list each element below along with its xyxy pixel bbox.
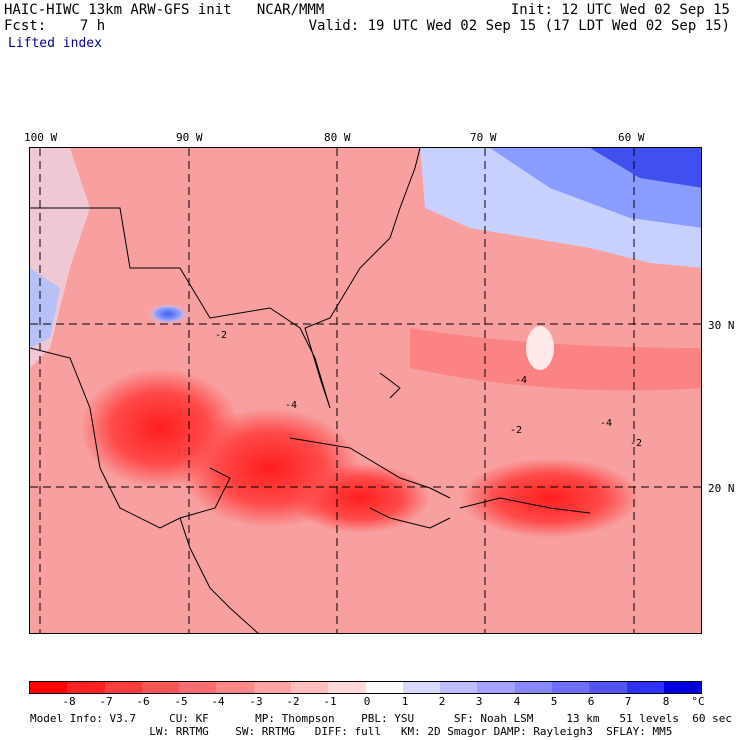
model-info-line-2: LW: RRTMG SW: RRTMG DIFF: full KM: 2D Sm… bbox=[30, 725, 673, 738]
variable-name: Lifted index bbox=[8, 36, 102, 51]
lat-label: 20 N bbox=[708, 482, 735, 495]
init-time: Init: 12 UTC Wed 02 Sep 15 bbox=[510, 2, 730, 18]
colorbar-swatch bbox=[67, 682, 105, 693]
contour-label: -4 bbox=[285, 400, 297, 411]
colorbar-swatch bbox=[402, 682, 441, 693]
colorbar-swatch bbox=[179, 682, 217, 693]
lifted-index-map: -2 -4 -2 -4 -2 -4 bbox=[29, 147, 702, 634]
colorbar-swatch bbox=[253, 682, 291, 693]
colorbar-swatch bbox=[290, 682, 329, 693]
colorbar-swatch bbox=[104, 682, 142, 693]
colorbar-label: -5 bbox=[174, 695, 188, 708]
colorbar-swatch bbox=[589, 682, 627, 693]
colorbar-label: -3 bbox=[249, 695, 263, 708]
contour-label: -2 bbox=[215, 330, 227, 341]
colorbar-swatch bbox=[440, 682, 478, 693]
model-info-line-1: Model Info: V3.7 CU: KF MP: Thompson PBL… bbox=[30, 712, 732, 725]
colorbar-swatch bbox=[141, 682, 180, 693]
colorbar-swatch bbox=[216, 682, 254, 693]
lat-label: 30 N bbox=[708, 319, 735, 332]
colorbar-label: -2 bbox=[286, 695, 300, 708]
colorbar-label: 8 bbox=[662, 695, 670, 708]
lon-label: 90 W bbox=[176, 131, 203, 144]
colorbar bbox=[29, 681, 702, 694]
map-field: -2 -4 -2 -4 -2 -4 bbox=[30, 148, 701, 633]
colorbar-label: 1 bbox=[401, 695, 409, 708]
colorbar-label: -6 bbox=[136, 695, 150, 708]
colorbar-label: 7 bbox=[624, 695, 632, 708]
colorbar-label: 0 bbox=[363, 695, 371, 708]
colorbar-label: 3 bbox=[475, 695, 483, 708]
contour-label: -2 bbox=[630, 438, 642, 449]
colorbar-swatch bbox=[626, 682, 664, 693]
lon-label: 60 W bbox=[618, 131, 645, 144]
colorbar-label: -7 bbox=[99, 695, 113, 708]
colorbar-label: -1 bbox=[323, 695, 337, 708]
colorbar-swatch bbox=[328, 682, 366, 693]
colorbar-label: 2 bbox=[438, 695, 446, 708]
plot-title: HAIC-HIWC 13km ARW-GFS init NCAR/MMM bbox=[4, 2, 325, 18]
lon-label: 80 W bbox=[324, 131, 351, 144]
forecast-hour: Fcst: 7 h bbox=[4, 18, 106, 34]
colorbar-swatch bbox=[477, 682, 515, 693]
colorbar-swatch bbox=[514, 682, 552, 693]
colorbar-label: -4 bbox=[211, 695, 225, 708]
colorbar-label: 5 bbox=[550, 695, 558, 708]
colorbar-swatch bbox=[30, 682, 68, 693]
valid-time: Valid: 19 UTC Wed 02 Sep 15 (17 LDT Wed … bbox=[308, 18, 730, 34]
colorbar-unit: °C bbox=[691, 695, 705, 708]
contour-label: -2 bbox=[510, 425, 522, 436]
colorbar-label: 6 bbox=[587, 695, 595, 708]
colorbar-swatch bbox=[365, 682, 403, 693]
contour-label: -4 bbox=[515, 375, 527, 386]
lon-label: 100 W bbox=[24, 131, 58, 144]
colorbar-swatch bbox=[663, 682, 702, 693]
contour-label: -4 bbox=[600, 418, 612, 429]
colorbar-label: -8 bbox=[62, 695, 76, 708]
colorbar-swatch bbox=[551, 682, 590, 693]
lon-label: 70 W bbox=[470, 131, 497, 144]
colorbar-label: 4 bbox=[513, 695, 521, 708]
